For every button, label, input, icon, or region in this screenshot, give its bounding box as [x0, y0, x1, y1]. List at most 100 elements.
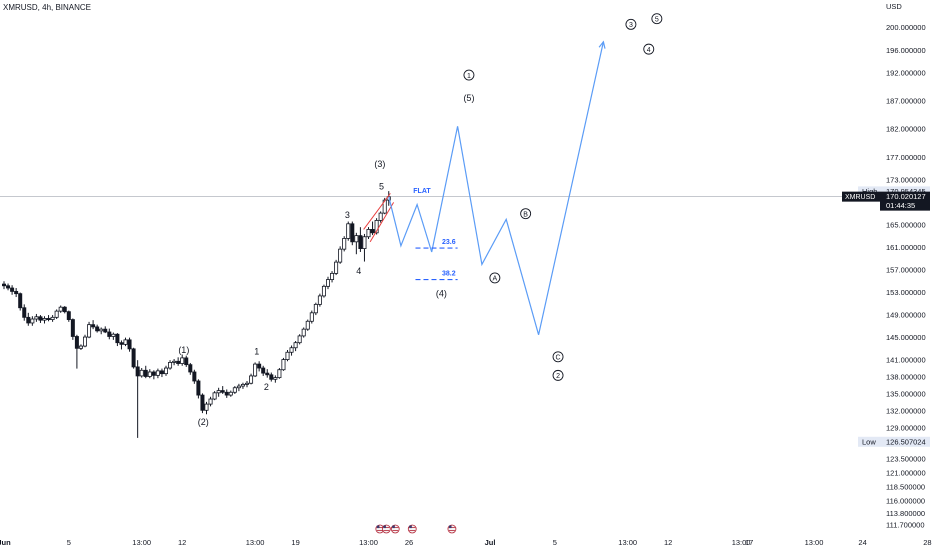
- wave-label-circle: [651, 13, 663, 25]
- y-tick-label: 165.000000: [886, 220, 926, 229]
- x-tick-label: 28: [923, 538, 931, 547]
- wave-label-circled: 4: [647, 47, 651, 54]
- y-tick-label: 177.000000: [886, 153, 926, 162]
- candle-body: [38, 316, 43, 321]
- flag-icon-canton: [392, 525, 395, 529]
- candle-body: [74, 336, 79, 349]
- candle-body: [273, 377, 278, 380]
- candle-body: [216, 390, 221, 394]
- flag-icon-canton: [448, 525, 452, 529]
- wedge-line: [369, 202, 395, 243]
- price-unit: USD: [886, 2, 902, 11]
- y-tick-label: 116.000000: [886, 497, 925, 506]
- candle-body: [103, 328, 108, 333]
- price-tag-bg: [880, 191, 930, 211]
- symbol-tag-label: XMRUSD: [845, 194, 875, 201]
- wave-label: 3: [345, 210, 350, 220]
- candle-body: [168, 362, 173, 369]
- candle-body: [309, 312, 314, 322]
- candle-body: [342, 238, 347, 250]
- candle-body: [228, 391, 233, 396]
- candle-body: [184, 357, 189, 366]
- wave-label-circled: 5: [655, 17, 659, 24]
- y-tick-label: 135.000000: [886, 389, 926, 398]
- candle-body: [289, 347, 294, 353]
- candle-body: [30, 318, 35, 324]
- y-tick-label: 132.000000: [886, 406, 926, 415]
- wave-label: 2: [264, 382, 269, 392]
- x-tick-label: 5: [553, 538, 557, 547]
- flag-icon-canton: [383, 525, 386, 529]
- high-tag-label: High: [862, 187, 877, 196]
- y-tick-label: 129.000000: [886, 423, 926, 432]
- wave-label-circle: [643, 43, 655, 55]
- fib-level-label: 23.6: [442, 239, 456, 246]
- candle-body: [22, 307, 27, 318]
- x-tick-label: Jun: [0, 538, 11, 547]
- wave-label-circle: [552, 351, 564, 363]
- candle-body: [212, 392, 217, 400]
- candle-body: [107, 331, 112, 337]
- x-tick-label: 26: [405, 538, 413, 547]
- x-tick-label: 5: [67, 538, 71, 547]
- candle-body: [151, 371, 156, 376]
- candle-body: [192, 371, 197, 382]
- candle-body: [58, 306, 63, 312]
- candle-body: [54, 310, 59, 318]
- candle-body: [176, 360, 181, 364]
- y-tick-label: 161.000000: [886, 243, 926, 252]
- wave-label: (3): [374, 159, 385, 169]
- wave-label: 4: [356, 266, 361, 276]
- wave-label-circled: C: [556, 355, 561, 362]
- x-tick-label: 13:00: [805, 538, 824, 547]
- candle-body: [204, 403, 209, 411]
- candle-body: [334, 261, 339, 274]
- candle-body: [91, 324, 96, 328]
- wave-label-circle: [625, 18, 637, 30]
- wave-label: (2): [198, 417, 209, 427]
- candle-body: [293, 342, 298, 349]
- symbol-tag-bg: [842, 191, 880, 202]
- projection-path[interactable]: [388, 41, 604, 335]
- x-tick-label: 13:00: [132, 538, 151, 547]
- candle-body: [2, 283, 7, 287]
- y-tick-label: 192.000000: [886, 68, 926, 77]
- candle-body: [378, 212, 383, 221]
- y-tick-label: 138.000000: [886, 373, 926, 382]
- y-tick-label: 182.000000: [886, 125, 926, 134]
- candle-body: [232, 387, 237, 393]
- low-tag-bg: [858, 436, 930, 447]
- candle-body: [159, 370, 164, 375]
- wave-label-circle: [552, 369, 564, 381]
- candle-body: [123, 339, 128, 345]
- x-tick-label: 19: [291, 538, 299, 547]
- candle-body: [240, 383, 245, 387]
- low-tag-value: 126.507024: [886, 437, 926, 446]
- candle-body: [62, 306, 67, 313]
- candle-body: [382, 199, 387, 214]
- candle-body: [14, 291, 19, 295]
- candle-body: [261, 367, 266, 374]
- x-tick-label: 13:00: [246, 538, 265, 547]
- candle-body: [135, 366, 140, 377]
- y-tick-label: 200.000000: [886, 23, 926, 32]
- flag-icon-canton: [409, 525, 412, 529]
- candle-body: [249, 375, 254, 384]
- projection-arrow-head: [598, 40, 606, 49]
- high-tag-bg: [858, 186, 930, 197]
- candle-body: [111, 333, 116, 337]
- y-tick-label: 157.000000: [886, 266, 926, 275]
- high-tag-value: 170.954345: [886, 187, 926, 196]
- candle-body: [317, 295, 322, 305]
- candle-body: [119, 342, 124, 345]
- wave-label: (1): [178, 345, 189, 355]
- candle-body: [196, 380, 201, 396]
- candle-body: [139, 369, 144, 377]
- wave-label-circled: A: [493, 276, 498, 283]
- candle-body: [305, 320, 310, 330]
- candle-body: [366, 229, 371, 238]
- candle-body: [350, 223, 355, 243]
- x-tick-label: Jul: [485, 538, 496, 547]
